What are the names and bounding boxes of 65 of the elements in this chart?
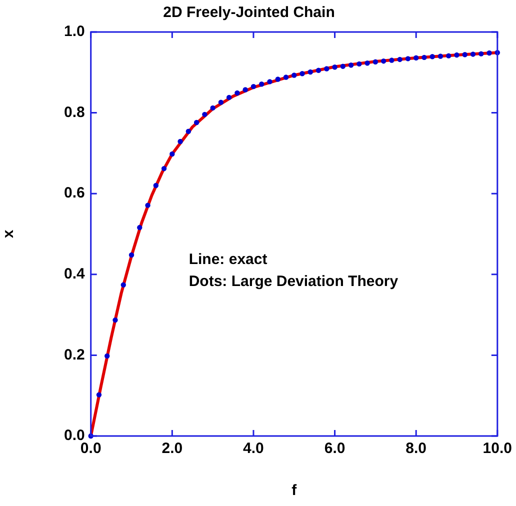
point bbox=[104, 353, 110, 359]
point bbox=[454, 52, 460, 58]
point bbox=[120, 282, 126, 288]
point bbox=[186, 128, 192, 134]
point bbox=[210, 105, 216, 111]
point bbox=[380, 58, 386, 64]
point bbox=[194, 120, 200, 126]
annotation: Dots: Large Deviation Theory bbox=[188, 273, 399, 290]
point bbox=[170, 151, 175, 157]
point bbox=[462, 52, 468, 58]
point bbox=[446, 53, 452, 58]
point bbox=[470, 52, 476, 57]
point bbox=[128, 252, 134, 258]
point bbox=[259, 82, 264, 87]
point bbox=[486, 50, 492, 56]
point bbox=[356, 61, 362, 67]
point bbox=[430, 54, 435, 60]
point bbox=[267, 79, 272, 84]
point bbox=[178, 138, 183, 144]
point bbox=[364, 60, 370, 66]
y-tick-label: 0.2 bbox=[64, 346, 85, 364]
point bbox=[422, 54, 427, 60]
y-tick-label: 1.0 bbox=[64, 23, 85, 40]
point bbox=[340, 64, 346, 69]
x-tick-label: 4.0 bbox=[243, 440, 264, 458]
point bbox=[242, 87, 248, 92]
point bbox=[348, 62, 354, 68]
point bbox=[300, 71, 305, 76]
point bbox=[397, 56, 402, 62]
point bbox=[324, 66, 330, 72]
chart-title: 2D Freely-Jointed Chain bbox=[163, 4, 335, 22]
point bbox=[226, 94, 232, 100]
point bbox=[218, 100, 224, 105]
point bbox=[275, 76, 280, 82]
y-tick-label: 0.4 bbox=[64, 266, 86, 283]
point bbox=[112, 317, 118, 323]
point bbox=[478, 51, 484, 56]
y-axis-title: x bbox=[0, 229, 18, 238]
point bbox=[372, 59, 378, 64]
x-tick-label: 6.0 bbox=[324, 440, 346, 458]
point bbox=[332, 64, 338, 70]
point bbox=[438, 54, 444, 59]
point bbox=[413, 55, 419, 60]
y-tick-label: 0.6 bbox=[64, 184, 85, 202]
point bbox=[234, 90, 240, 96]
x-tick-label: 2.0 bbox=[162, 440, 183, 458]
y-tick-label: 0.8 bbox=[64, 104, 85, 121]
x-axis-title: f bbox=[292, 482, 298, 500]
point bbox=[292, 72, 297, 78]
point bbox=[96, 392, 102, 398]
annotation: Line: exact bbox=[188, 251, 268, 268]
point bbox=[316, 68, 322, 73]
x-tick-label: 8.0 bbox=[406, 440, 427, 458]
point bbox=[202, 112, 208, 118]
point bbox=[161, 166, 167, 172]
point bbox=[250, 84, 256, 90]
point bbox=[308, 69, 313, 75]
point bbox=[137, 224, 142, 230]
point bbox=[153, 182, 158, 188]
point bbox=[389, 58, 394, 63]
point bbox=[405, 56, 411, 62]
point bbox=[145, 202, 150, 208]
x-tick-label: 0.0 bbox=[80, 440, 102, 458]
x-tick-label: 10.0 bbox=[482, 440, 512, 458]
point bbox=[283, 74, 289, 80]
